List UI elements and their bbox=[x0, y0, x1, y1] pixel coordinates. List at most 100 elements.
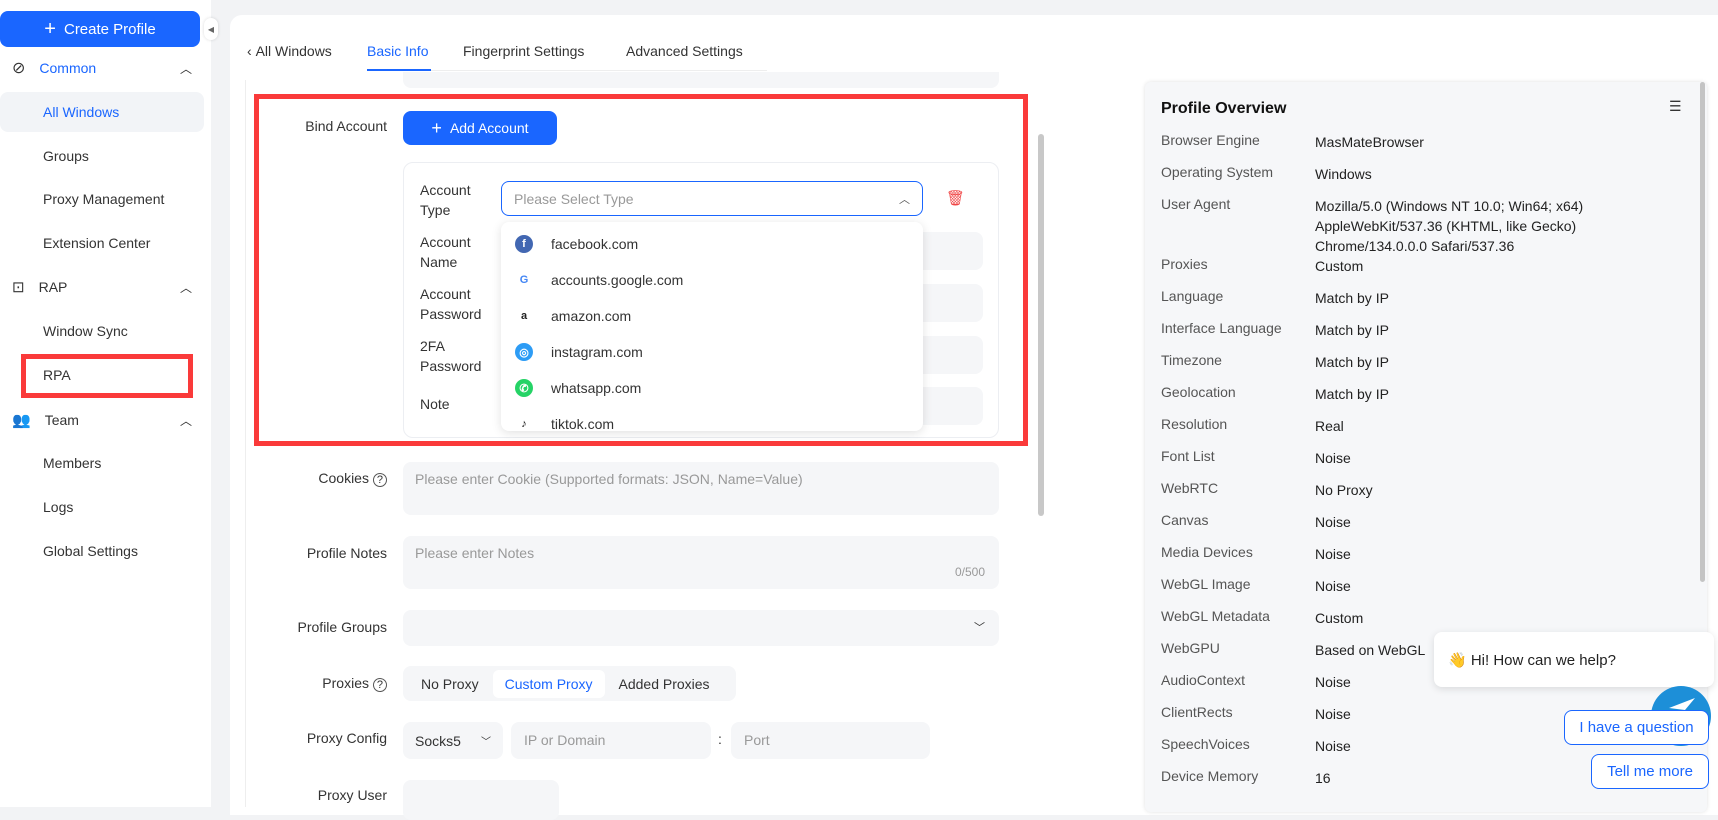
overview-row: Language Match by IP bbox=[1161, 288, 1701, 308]
account-type-option[interactable]: a amazon.com bbox=[501, 298, 923, 334]
overview-scrollbar[interactable] bbox=[1700, 82, 1705, 582]
proxy-user-input[interactable] bbox=[403, 780, 559, 820]
overview-row: Media Devices Noise bbox=[1161, 544, 1701, 564]
sidebar-item-all-windows[interactable]: All Windows bbox=[0, 92, 204, 132]
profile-notes-label: Profile Notes bbox=[306, 545, 387, 561]
overview-key: ClientRects bbox=[1161, 704, 1233, 720]
sidebar-item-rpa[interactable]: RPA bbox=[43, 367, 71, 383]
tab-basic-info[interactable]: Basic Info bbox=[367, 43, 429, 59]
overview-value: Match by IP bbox=[1315, 290, 1389, 306]
profile-overview-panel bbox=[1145, 82, 1707, 812]
collapse-panel-icon[interactable]: ☰ bbox=[1669, 98, 1682, 114]
create-profile-button[interactable]: + Create Profile bbox=[0, 11, 200, 47]
collapse-sidebar-handle[interactable]: ◀ bbox=[204, 18, 218, 40]
account-type-option[interactable]: ◎ instagram.com bbox=[501, 334, 923, 370]
overview-row: AudioContext Noise bbox=[1161, 672, 1701, 692]
overview-key: AudioContext bbox=[1161, 672, 1246, 688]
proxy-option-added-proxies[interactable]: Added Proxies bbox=[618, 675, 710, 692]
proxy-user-label: Proxy User bbox=[317, 787, 387, 803]
account-type-option[interactable]: f facebook.com bbox=[501, 226, 923, 262]
proxy-type-select[interactable]: Socks5 ﹀ bbox=[403, 722, 503, 759]
overview-row: WebGPU Based on WebGL bbox=[1161, 640, 1701, 660]
proxy-config-label: Proxy Config bbox=[306, 730, 387, 746]
overview-row: Proxies Custom bbox=[1161, 256, 1701, 276]
account-type-select[interactable]: Please Select Type ︿ bbox=[501, 181, 923, 216]
proxies-label: Proxies ? bbox=[237, 675, 387, 692]
overview-key: Language bbox=[1161, 288, 1224, 304]
overview-row: SpeechVoices Noise bbox=[1161, 736, 1701, 756]
tab-divider bbox=[367, 70, 767, 71]
overview-row: User Agent Mozilla/5.0 (Windows NT 10.0; … bbox=[1161, 196, 1701, 256]
overview-value: Match by IP bbox=[1315, 386, 1389, 402]
overview-value: Noise bbox=[1315, 738, 1351, 754]
overview-key: Operating System bbox=[1161, 164, 1274, 180]
sidebar-item-proxy-management[interactable]: Proxy Management bbox=[43, 191, 165, 207]
tab-advanced-settings[interactable]: Advanced Settings bbox=[626, 43, 743, 59]
chat-greeting-bubble[interactable]: 👋 Hi! How can we help? bbox=[1434, 632, 1714, 687]
overview-key: Device Memory bbox=[1161, 768, 1259, 784]
overview-key: WebRTC bbox=[1161, 480, 1219, 496]
form-scrollbar[interactable] bbox=[1038, 134, 1044, 516]
overview-key: Browser Engine bbox=[1161, 132, 1260, 148]
overview-row: WebRTC No Proxy bbox=[1161, 480, 1701, 500]
sidebar-item-logs[interactable]: Logs bbox=[43, 499, 74, 515]
tell-me-more-button[interactable]: Tell me more bbox=[1591, 754, 1709, 789]
notes-char-counter: 0/500 bbox=[955, 565, 986, 579]
overview-value: Custom bbox=[1315, 258, 1364, 274]
account-card bbox=[403, 162, 999, 438]
overview-value: Mozilla/5.0 (Windows NT 10.0; Win64; x64… bbox=[1315, 198, 1584, 254]
host-port-separator: : bbox=[718, 731, 722, 747]
sidebar-section-team[interactable]: 👥 Team ︿ bbox=[12, 412, 192, 429]
chevron-down-icon: ﹀ bbox=[481, 737, 491, 748]
sidebar-item-groups[interactable]: Groups bbox=[43, 148, 89, 164]
proxy-option-no-proxy[interactable]: No Proxy bbox=[421, 675, 479, 692]
google-icon: G bbox=[519, 274, 529, 286]
overview-row: ClientRects Noise bbox=[1161, 704, 1701, 724]
highlight-box-rpa bbox=[21, 354, 193, 398]
overview-row: WebGL Metadata Custom bbox=[1161, 608, 1701, 628]
account-type-option[interactable]: ♪ tiktok.com bbox=[501, 406, 923, 431]
profile-groups-select[interactable]: ﹀ bbox=[403, 610, 999, 646]
overview-row: Operating System Windows bbox=[1161, 164, 1701, 184]
overview-row: Canvas Noise bbox=[1161, 512, 1701, 532]
amazon-icon: a bbox=[520, 310, 528, 322]
form-border bbox=[245, 80, 246, 807]
plus-icon: + bbox=[431, 117, 442, 138]
cookies-textarea[interactable]: Please enter Cookie (Supported formats: … bbox=[403, 462, 999, 515]
overview-key: Resolution bbox=[1161, 416, 1228, 432]
overview-key: WebGL Metadata bbox=[1161, 608, 1270, 624]
note-label: Note bbox=[420, 396, 450, 412]
proxy-option-custom-proxy[interactable]: Custom Proxy bbox=[492, 669, 605, 698]
sidebar-section-common[interactable]: ⊘ Common ︿ bbox=[12, 60, 192, 77]
tab-fingerprint-settings[interactable]: Fingerprint Settings bbox=[463, 43, 585, 59]
i-have-a-question-button[interactable]: I have a question bbox=[1564, 710, 1709, 745]
help-icon[interactable]: ? bbox=[372, 678, 387, 692]
proxy-port-input[interactable]: Port bbox=[731, 722, 930, 759]
sidebar-item-global-settings[interactable]: Global Settings bbox=[43, 543, 138, 559]
overview-row: Interface Language Match by IP bbox=[1161, 320, 1701, 340]
help-icon[interactable]: ? bbox=[372, 473, 387, 487]
sidebar-item-extension-center[interactable]: Extension Center bbox=[43, 235, 151, 251]
overview-key: WebGPU bbox=[1161, 640, 1220, 656]
profile-notes-textarea[interactable]: Please enter Notes bbox=[403, 536, 999, 589]
team-icon: 👥 bbox=[12, 412, 31, 429]
sidebar-section-rap[interactable]: ⊡ RAP ︿ bbox=[12, 279, 192, 296]
delete-account-icon[interactable]: 🗑 bbox=[946, 190, 966, 207]
overview-value: Based on WebGL bbox=[1315, 642, 1426, 658]
overview-row: Font List Noise bbox=[1161, 448, 1701, 468]
account-name-label: Account Name bbox=[420, 234, 471, 270]
profile-overview-title: Profile Overview bbox=[1161, 100, 1287, 117]
overview-key: Media Devices bbox=[1161, 544, 1253, 560]
back-all-windows-link[interactable]: ‹ All Windows bbox=[247, 43, 332, 59]
sidebar-item-window-sync[interactable]: Window Sync bbox=[43, 323, 128, 339]
overview-value: Real bbox=[1315, 418, 1344, 434]
proxy-host-input[interactable]: IP or Domain bbox=[511, 722, 711, 759]
account-type-option[interactable]: ✆ whatsapp.com bbox=[501, 370, 923, 406]
sidebar-item-members[interactable]: Members bbox=[43, 455, 102, 471]
overview-value: Noise bbox=[1315, 578, 1351, 594]
robot-icon: ⊡ bbox=[12, 279, 25, 296]
overview-key: Proxies bbox=[1161, 256, 1208, 272]
add-account-button[interactable]: + Add Account bbox=[403, 111, 557, 145]
